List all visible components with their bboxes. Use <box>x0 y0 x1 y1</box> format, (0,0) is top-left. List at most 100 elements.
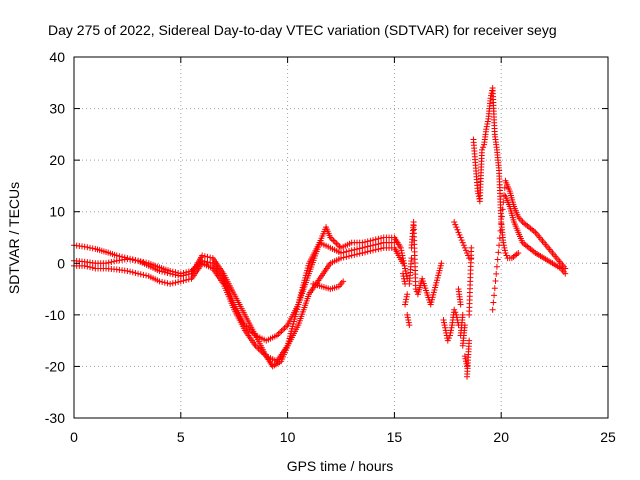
data-point <box>276 329 283 336</box>
data-point <box>498 220 505 227</box>
data-point <box>400 273 407 280</box>
data-point <box>132 269 139 276</box>
data-point <box>489 306 496 313</box>
data-point <box>501 184 508 191</box>
data-point <box>452 221 459 228</box>
data-point <box>375 246 382 253</box>
data-point <box>444 337 451 344</box>
data-point <box>87 264 94 271</box>
series-trace-b <box>71 239 398 370</box>
data-point <box>364 243 371 250</box>
data-point <box>461 244 468 251</box>
data-point <box>378 235 385 242</box>
data-points <box>71 84 569 380</box>
data-point <box>351 251 358 258</box>
data-point <box>562 270 569 277</box>
data-point <box>334 241 341 248</box>
data-point <box>372 246 379 253</box>
data-point <box>501 192 508 199</box>
data-point <box>81 262 88 269</box>
data-point <box>448 327 455 334</box>
series-trace-g <box>451 219 473 262</box>
data-point <box>161 279 168 286</box>
data-point <box>280 326 287 333</box>
y-tick-label: 30 <box>49 101 65 117</box>
data-point <box>461 353 468 360</box>
data-point <box>159 268 166 275</box>
data-point <box>81 243 88 250</box>
data-point <box>177 273 184 280</box>
data-point <box>404 311 411 318</box>
grid-lines <box>74 57 608 418</box>
data-point <box>364 238 371 245</box>
data-point <box>254 344 261 351</box>
data-point <box>175 278 182 285</box>
data-point <box>180 277 187 284</box>
data-point <box>441 319 448 326</box>
data-point <box>124 268 131 275</box>
y-axis-ticks: -30 -20 -10 0 10 20 30 40 <box>45 49 608 426</box>
data-point <box>169 271 176 278</box>
series-trace-d <box>310 278 347 293</box>
data-point <box>457 301 464 308</box>
data-point <box>445 335 452 342</box>
data-point <box>464 249 471 256</box>
data-point <box>370 247 377 254</box>
data-point <box>484 121 491 128</box>
data-point <box>401 275 408 282</box>
data-point <box>494 256 501 263</box>
data-point <box>346 248 353 255</box>
plot-frame <box>73 56 609 419</box>
data-point <box>498 213 505 220</box>
data-point <box>84 263 91 270</box>
data-point <box>129 269 136 276</box>
data-point <box>503 252 510 259</box>
data-point <box>348 247 355 254</box>
data-point <box>461 322 468 329</box>
data-point <box>164 280 171 287</box>
data-point <box>180 272 187 279</box>
data-point <box>378 245 385 252</box>
data-point <box>278 328 285 335</box>
data-point <box>340 249 347 256</box>
data-point <box>156 268 163 275</box>
data-point <box>167 270 174 277</box>
data-point <box>455 229 462 236</box>
data-point <box>370 242 377 249</box>
data-point <box>480 144 487 151</box>
data-point <box>403 293 410 300</box>
data-point <box>500 239 507 246</box>
data-point <box>459 311 466 318</box>
data-point <box>402 298 409 305</box>
data-point <box>351 246 358 253</box>
data-point <box>199 252 206 259</box>
data-point <box>458 237 465 244</box>
data-point <box>127 268 134 275</box>
data-point <box>281 325 288 332</box>
data-point <box>441 322 448 329</box>
data-point <box>175 272 182 279</box>
data-point <box>497 227 504 234</box>
data-point <box>378 240 385 247</box>
data-point <box>457 234 464 241</box>
data-point <box>465 252 472 259</box>
data-point <box>402 265 409 272</box>
y-tick-label: 10 <box>49 204 65 220</box>
data-point <box>356 245 363 252</box>
data-point <box>398 247 405 254</box>
data-point <box>478 146 485 153</box>
data-point <box>333 240 340 247</box>
x-tick-label: 25 <box>600 429 616 445</box>
data-point <box>354 251 361 258</box>
data-point <box>438 260 445 267</box>
data-point <box>331 238 338 245</box>
data-point <box>164 269 171 276</box>
plot-border <box>73 56 609 419</box>
data-point <box>137 271 144 278</box>
data-point <box>448 324 455 331</box>
data-point <box>459 239 466 246</box>
y-tick-label: 0 <box>57 255 65 271</box>
data-point <box>348 252 355 259</box>
data-point <box>483 123 490 130</box>
data-point <box>346 253 353 260</box>
